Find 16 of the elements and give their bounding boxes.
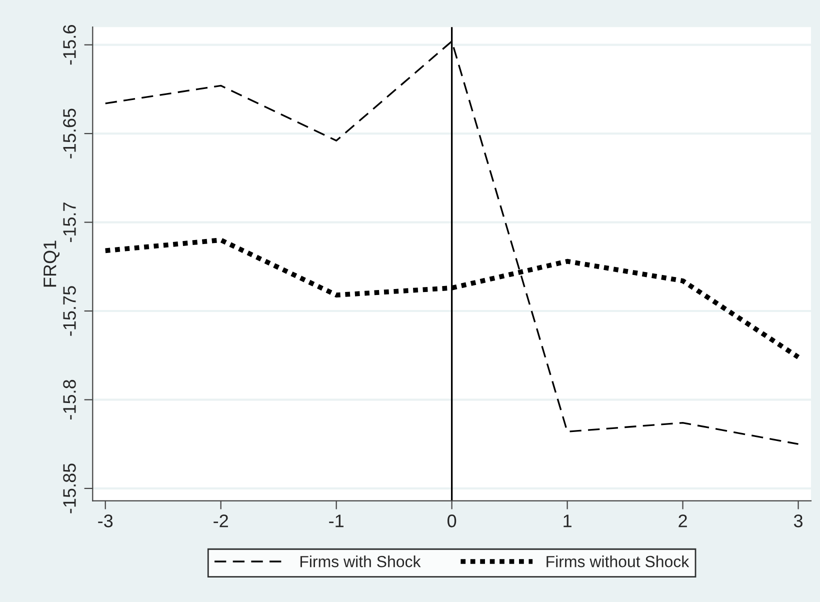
y-tick-label: -15.6: [63, 25, 76, 65]
x-tick-label: -3: [98, 514, 113, 528]
y-tick-label: -15.75: [63, 286, 76, 336]
legend-label: Firms with Shock: [300, 556, 421, 568]
y-tick-label: -15.7: [63, 202, 76, 242]
y-tick-label: -15.65: [63, 108, 76, 158]
x-tick-label: -1: [329, 514, 344, 528]
x-tick-label: 3: [794, 514, 803, 528]
x-tick-label: 1: [564, 514, 572, 528]
y-tick-label: -15.8: [63, 380, 76, 420]
legend-label: Firms without Shock: [546, 556, 690, 568]
x-tick-label: 0: [448, 514, 456, 528]
x-tick-label: 2: [678, 514, 687, 528]
y-axis-title: FRQ1: [44, 240, 60, 287]
x-tick-label: -2: [214, 514, 228, 528]
y-tick-label: -15.85: [63, 464, 76, 514]
